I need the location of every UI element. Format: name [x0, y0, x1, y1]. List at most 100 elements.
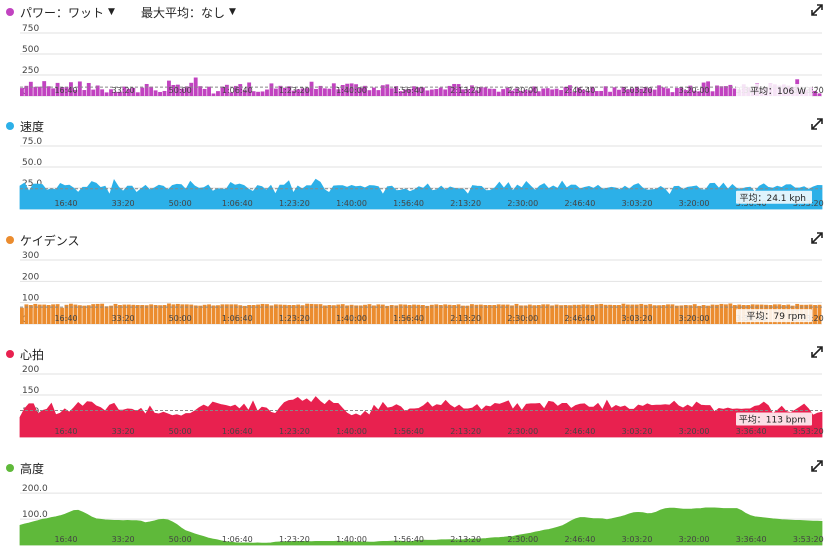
- bar: [380, 304, 385, 324]
- bar: [461, 89, 465, 96]
- bar: [652, 89, 657, 96]
- bar: [412, 304, 416, 324]
- bar: [648, 88, 653, 96]
- bar: [501, 89, 506, 96]
- bar: [483, 87, 488, 96]
- bar: [554, 88, 559, 96]
- bar: [371, 87, 376, 96]
- x-tick-label: 50:00: [169, 86, 192, 95]
- power-panel: パワー：ワット ▼ 最大平均：なし ▼ 750500250016:4033:20…: [0, 0, 829, 114]
- expand-icon[interactable]: [811, 460, 823, 472]
- bar: [158, 305, 162, 324]
- bar: [599, 90, 604, 96]
- bar: [300, 88, 305, 96]
- bar: [634, 86, 639, 96]
- power-unit-dropdown[interactable]: パワー：ワット ▼: [20, 4, 115, 21]
- x-tick-label: 2:30:00: [507, 427, 538, 436]
- bar: [617, 89, 621, 96]
- bar: [171, 84, 176, 96]
- altitude-legend-dot: [6, 464, 14, 472]
- bar: [697, 91, 702, 96]
- bar: [349, 83, 354, 96]
- x-tick-label: 2:13:20: [450, 427, 481, 436]
- bar: [603, 86, 608, 96]
- bar: [661, 87, 666, 96]
- bar: [617, 305, 621, 324]
- x-tick-label: 1:06:40: [222, 427, 253, 436]
- bar: [456, 84, 461, 96]
- bar: [407, 305, 412, 324]
- bar: [336, 304, 341, 324]
- bar: [220, 304, 225, 324]
- bar: [594, 91, 599, 96]
- bar: [327, 88, 332, 96]
- bar: [122, 86, 127, 96]
- bar: [287, 86, 292, 96]
- x-tick-label: 33:20: [112, 535, 135, 544]
- altitude-header: 高度: [6, 460, 44, 476]
- bar: [175, 84, 180, 96]
- bar: [478, 86, 483, 96]
- bar: [69, 82, 73, 96]
- bar: [603, 304, 608, 324]
- x-tick-label: 1:06:40: [222, 86, 253, 95]
- bar: [109, 89, 113, 96]
- bar: [354, 305, 359, 324]
- bar: [233, 304, 238, 324]
- altitude-chart: 200.0100.0016:4033:2050:001:06:401:23:20…: [19, 484, 824, 546]
- bar: [60, 307, 64, 324]
- bar: [77, 81, 82, 96]
- x-tick-label: 3:20:00: [679, 199, 710, 208]
- bar: [394, 86, 399, 96]
- average-label-bg: [736, 84, 812, 97]
- bar: [273, 88, 278, 96]
- bar: [728, 303, 733, 324]
- bar: [37, 86, 42, 96]
- bar: [82, 90, 87, 96]
- bar: [278, 304, 283, 324]
- bar: [394, 305, 399, 324]
- bar: [220, 86, 225, 96]
- bar: [135, 92, 140, 96]
- x-tick-label: 1:06:40: [222, 535, 253, 544]
- cadence-panel: ケイデンス 300200100016:4033:2050:001:06:401:…: [0, 228, 829, 342]
- bar: [86, 305, 91, 324]
- bar: [519, 305, 523, 324]
- bar: [630, 88, 635, 96]
- expand-icon[interactable]: [811, 346, 823, 358]
- bar: [421, 305, 425, 324]
- bar: [492, 88, 497, 96]
- bar: [438, 305, 443, 324]
- bar: [608, 91, 612, 96]
- x-tick-label: 1:56:40: [393, 86, 424, 95]
- bar: [429, 89, 434, 96]
- x-tick-label: 3:03:20: [622, 427, 653, 436]
- average-label: 平均：106 W: [736, 84, 812, 97]
- bar: [184, 86, 189, 96]
- bar: [331, 83, 336, 96]
- y-tick-label: 75.0: [22, 137, 42, 147]
- x-tick-label: 50:00: [169, 314, 192, 323]
- heart-header: 心拍: [6, 346, 44, 362]
- bar: [309, 303, 314, 324]
- expand-icon[interactable]: [811, 232, 823, 244]
- bar: [670, 92, 675, 96]
- bar: [514, 303, 519, 324]
- bar: [679, 87, 684, 96]
- bar: [149, 86, 154, 96]
- bar: [527, 90, 532, 96]
- max-average-dropdown[interactable]: 最大平均：なし ▼: [141, 4, 236, 21]
- bar: [487, 305, 492, 324]
- expand-icon[interactable]: [811, 118, 823, 130]
- expand-icon[interactable]: [811, 4, 823, 16]
- bar: [657, 85, 661, 96]
- bar: [434, 304, 439, 324]
- bar: [461, 305, 465, 324]
- bar: [144, 305, 149, 324]
- x-tick-label: 3:03:20: [622, 86, 653, 95]
- bar: [407, 88, 412, 96]
- bar: [385, 305, 390, 324]
- bar: [113, 91, 118, 96]
- bar: [367, 304, 372, 324]
- bar: [563, 86, 568, 96]
